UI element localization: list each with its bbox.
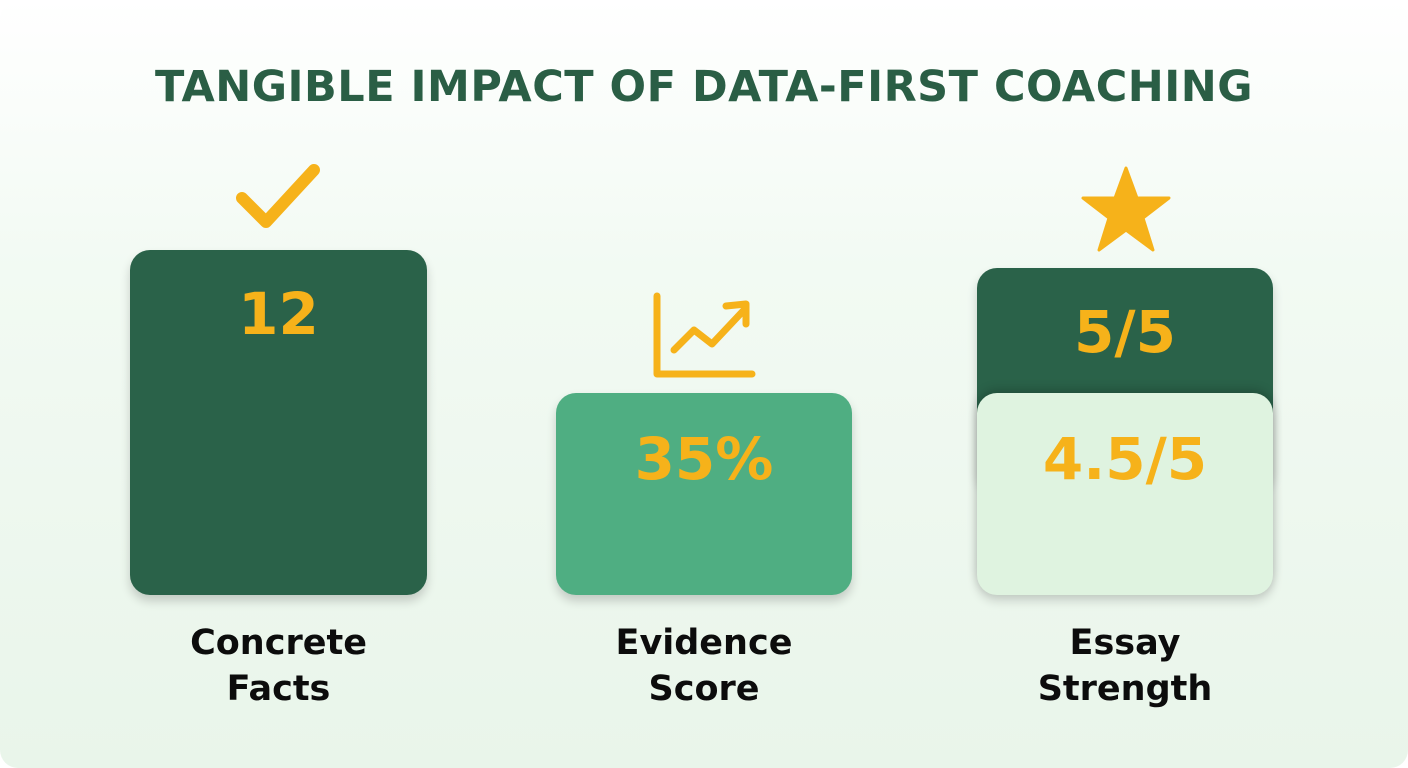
bar-value-evidence-score: 35%	[634, 425, 774, 493]
label-line-2: Score	[648, 669, 760, 709]
label-concrete-facts: Concrete Facts	[130, 620, 427, 712]
bar-value-concrete-facts: 12	[238, 280, 319, 348]
label-line-1: Essay	[1069, 623, 1181, 663]
label-line-2: Facts	[226, 669, 331, 709]
chart-title: TANGIBLE IMPACT OF DATA-FIRST COACHING	[154, 62, 1254, 112]
label-essay-strength: Essay Strength	[977, 620, 1273, 712]
label-line-1: Concrete	[190, 623, 367, 663]
checkmark-icon	[236, 164, 320, 228]
bar-value-essay-strength: 4.5/5	[1042, 425, 1208, 493]
label-evidence-score: Evidence Score	[556, 620, 852, 712]
bar-concrete-facts: 12	[130, 250, 427, 595]
star-icon	[1081, 166, 1171, 252]
bar-value-essay-strength-max: 5/5	[1074, 298, 1176, 366]
bar-evidence-score: 35%	[556, 393, 852, 595]
label-line-1: Evidence	[615, 623, 793, 663]
bar-essay-strength: 4.5/5	[977, 393, 1273, 595]
trend-chart-icon	[653, 292, 756, 378]
label-line-2: Strength	[1037, 669, 1213, 709]
